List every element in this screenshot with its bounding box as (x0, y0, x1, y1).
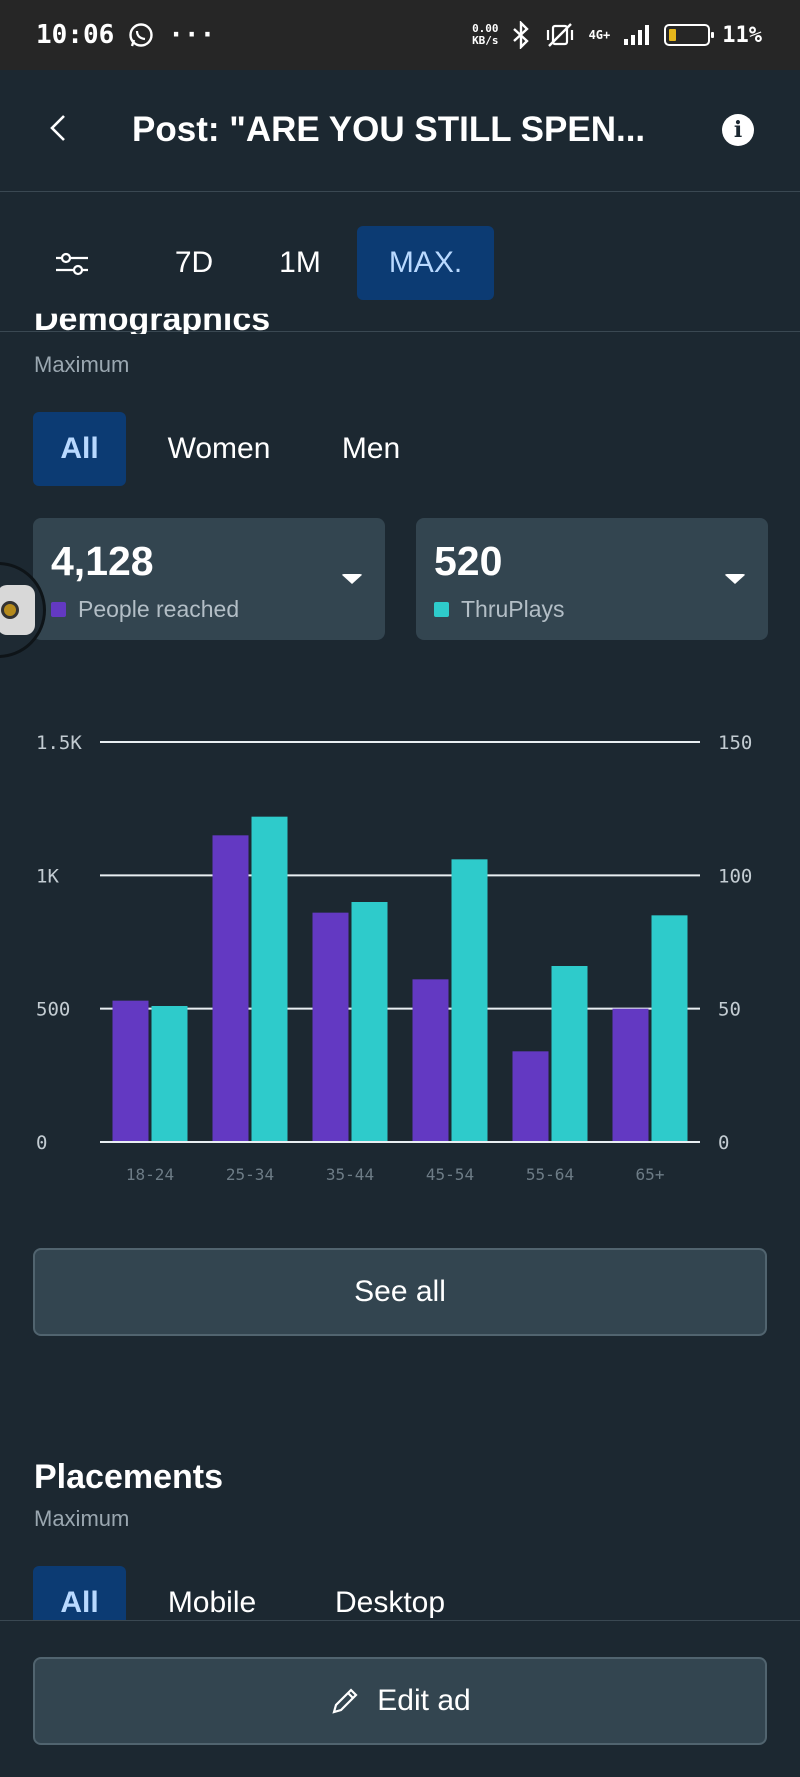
metric-card-thruplays[interactable]: 520 ThruPlays (416, 518, 768, 640)
network-type: 4G+ (588, 28, 611, 42)
x-tick-label: 25-34 (226, 1165, 274, 1184)
y-right-tick-label: 0 (718, 1132, 729, 1154)
status-bar: 10:06 ··· 0.00 KB/s 4G+ 11% (0, 0, 800, 70)
placements-title: Placements (34, 1458, 223, 1496)
demo-segment-women[interactable]: Women (167, 432, 271, 465)
y-right-tick-label: 50 (718, 999, 741, 1021)
bar-thruplays (451, 859, 488, 1142)
date-range-bar: 7D 1M MAX. (0, 192, 800, 332)
metric-legend: People reached (51, 596, 239, 623)
battery-percent: 11% (722, 22, 762, 48)
x-tick-label: 65+ (636, 1165, 665, 1184)
bottom-action-bar: Edit ad (0, 1620, 800, 1777)
filter-sliders-icon[interactable] (52, 247, 92, 281)
x-tick-label: 18-24 (126, 1165, 174, 1184)
metric-label: ThruPlays (461, 596, 565, 622)
metric-card-people-reached[interactable]: 4,128 People reached (33, 518, 385, 640)
bluetooth-icon (512, 21, 529, 49)
bar-thruplays (151, 1006, 188, 1142)
app-header: Post: "ARE YOU STILL SPEN... i (0, 70, 800, 192)
status-time: 10:06 (36, 20, 115, 50)
y-left-tick-label: 500 (36, 999, 70, 1021)
x-tick-label: 45-54 (426, 1165, 474, 1184)
pencil-icon (332, 1688, 358, 1714)
bar-thruplays (251, 816, 288, 1142)
bar-people-reached (312, 912, 349, 1142)
page-title: Post: "ARE YOU STILL SPEN... (132, 110, 646, 149)
edit-ad-button[interactable]: Edit ad (33, 1657, 767, 1745)
floating-bubble[interactable] (0, 562, 46, 658)
bar-thruplays (351, 902, 388, 1142)
status-more-dots: ··· (168, 20, 216, 50)
range-max-button[interactable]: MAX. (357, 226, 494, 300)
metric-label: People reached (78, 596, 240, 622)
demographics-chart: 0 500 1K 1.5K 0 50 100 150 18-24 25-34 35-44 45-54 5… (36, 732, 752, 1184)
range-1m-button[interactable]: 1M (279, 246, 321, 279)
demo-segment-all[interactable]: All (33, 412, 126, 486)
metric-value: 4,128 (51, 538, 154, 584)
chevron-down-icon[interactable] (724, 574, 746, 584)
metric-value: 520 (434, 538, 503, 584)
placement-segment-desktop[interactable]: Desktop (334, 1586, 446, 1619)
bar-people-reached (412, 979, 449, 1142)
bar-people-reached (212, 835, 249, 1142)
y-left-tick-label: 0 (36, 1132, 47, 1154)
x-tick-label: 55-64 (526, 1165, 574, 1184)
demographics-title: Demographics (34, 300, 271, 334)
bar-thruplays (551, 966, 588, 1142)
y-left-tick-label: 1K (36, 865, 59, 887)
y-right-tick-label: 100 (718, 865, 752, 887)
see-all-button[interactable]: See all (33, 1248, 767, 1336)
legend-swatch (434, 602, 449, 617)
chevron-down-icon[interactable] (341, 574, 363, 584)
info-icon[interactable]: i (722, 114, 754, 146)
y-left-tick-label: 1.5K (36, 732, 82, 754)
metric-legend: ThruPlays (434, 596, 565, 623)
legend-swatch (51, 602, 66, 617)
battery-icon (664, 24, 715, 46)
whatsapp-icon (129, 23, 153, 47)
edit-ad-label: Edit ad (377, 1684, 471, 1717)
demographics-subtitle: Maximum (34, 352, 130, 377)
bar-people-reached (112, 1000, 149, 1142)
vibrate-off-icon (546, 23, 573, 47)
net-speed: 0.00 KB/s (472, 22, 499, 47)
range-7d-button[interactable]: 7D (174, 246, 214, 279)
demo-segment-men[interactable]: Men (341, 432, 401, 465)
placements-subtitle: Maximum (34, 1506, 130, 1531)
bar-thruplays (651, 915, 688, 1142)
x-tick-label: 35-44 (326, 1165, 374, 1184)
signal-icon (624, 25, 650, 45)
y-right-tick-label: 150 (718, 732, 752, 754)
bar-people-reached (612, 1008, 649, 1142)
placement-segment-mobile[interactable]: Mobile (167, 1586, 257, 1619)
bar-people-reached (512, 1051, 549, 1142)
chevron-left-icon[interactable] (40, 108, 80, 148)
